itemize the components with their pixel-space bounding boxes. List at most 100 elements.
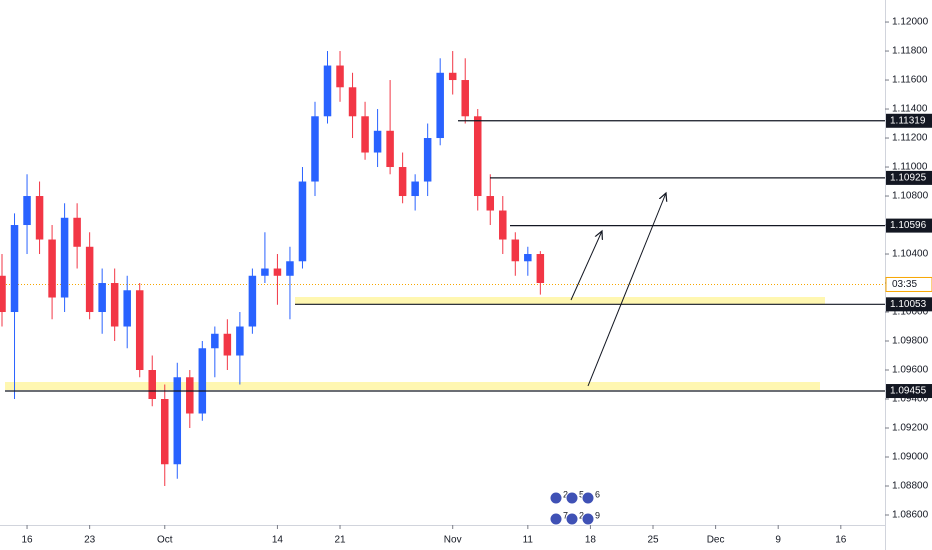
- candle-body: [373, 130, 382, 153]
- x-tick-label: 14: [272, 535, 284, 546]
- event-count: 7: [563, 510, 568, 520]
- event-icon: [565, 491, 579, 505]
- candle-body: [10, 225, 19, 313]
- candle-body: [23, 196, 31, 226]
- y-tick-label: 1.11200: [892, 133, 928, 144]
- event-icon: [581, 491, 595, 505]
- candle-body: [524, 254, 532, 262]
- arrow: [570, 231, 602, 301]
- event-count: 2: [563, 489, 568, 499]
- x-tick-label: 21: [334, 535, 346, 546]
- y-tick-label: 1.11400: [892, 104, 928, 115]
- event-icon: [549, 491, 563, 505]
- x-tick-label: 9: [775, 535, 781, 546]
- y-tick-label: 1.11000: [892, 162, 928, 173]
- y-tick-label: 1.10000: [892, 307, 929, 318]
- y-tick-label: 1.10800: [892, 191, 929, 202]
- candle-body: [98, 283, 106, 313]
- candle-body: [135, 290, 144, 371]
- y-tick-label: 1.11600: [892, 75, 928, 86]
- candle-body: [186, 377, 194, 414]
- y-tick-label: 1.08600: [892, 510, 929, 521]
- level-label-box: [886, 170, 932, 185]
- candle-body: [311, 116, 319, 182]
- candle-body: [473, 116, 482, 197]
- event-icon: [565, 512, 579, 526]
- candle-body: [398, 167, 407, 197]
- candle-body: [248, 275, 257, 327]
- candle-body: [411, 181, 419, 197]
- x-tick-label: Oct: [157, 535, 173, 546]
- level-label: 1.09455: [890, 386, 927, 397]
- candle-body: [223, 333, 232, 356]
- y-tick-label: 1.09800: [892, 336, 929, 347]
- candle-body: [361, 116, 369, 153]
- candle-body: [173, 377, 182, 465]
- x-tick-label: Nov: [444, 535, 462, 546]
- candle-body: [423, 138, 432, 182]
- candle-body: [348, 87, 357, 117]
- candle-body: [85, 246, 94, 313]
- candle-body: [486, 196, 495, 211]
- y-tick-label: 1.12000: [892, 17, 929, 28]
- x-tick-label: 23: [84, 535, 96, 546]
- candle-body: [60, 217, 69, 298]
- candle-body: [148, 370, 156, 400]
- x-tick-label: 11: [523, 535, 534, 546]
- candle-body: [323, 65, 332, 117]
- y-tick-label: 1.10400: [892, 249, 929, 260]
- y-tick-label: 1.09400: [892, 394, 929, 405]
- x-tick-label: 16: [835, 535, 847, 546]
- candle-body: [511, 239, 520, 262]
- candle-body: [448, 72, 457, 81]
- candle-body: [461, 80, 469, 117]
- x-tick-label: Dec: [707, 535, 725, 546]
- candle-body: [161, 399, 169, 465]
- y-tick-label: 1.09000: [892, 452, 929, 463]
- candle-body: [499, 210, 507, 240]
- candle-body: [286, 261, 294, 276]
- y-tick-label: 1.09200: [892, 423, 929, 434]
- candle-body: [536, 254, 545, 284]
- candle-body: [336, 65, 344, 88]
- candle-body: [123, 290, 131, 327]
- level-label-box: [886, 384, 932, 399]
- event-count: 5: [579, 489, 584, 499]
- level-label: 1.10596: [890, 220, 927, 231]
- arrow: [587, 193, 666, 387]
- y-tick-label: 1.09600: [892, 365, 929, 376]
- x-tick-label: 25: [647, 535, 659, 546]
- event-count: 2: [579, 510, 584, 520]
- candle-body: [0, 275, 6, 313]
- event-count: 6: [595, 489, 600, 499]
- y-tick-label: 1.08800: [892, 481, 929, 492]
- candle-body: [198, 348, 207, 414]
- x-tick-label: 18: [585, 535, 597, 546]
- level-label: 1.10053: [890, 299, 927, 310]
- candle-body: [110, 283, 119, 327]
- candle-body: [73, 217, 81, 247]
- candle-body: [35, 196, 44, 240]
- level-label-box: [886, 113, 932, 128]
- event-count: 9: [595, 510, 600, 520]
- y-tick-label: 1.11800: [892, 46, 928, 57]
- candle-body: [261, 268, 269, 276]
- event-icon: [581, 512, 595, 526]
- level-label: 1.10925: [890, 173, 927, 184]
- countdown: 03:35: [892, 279, 917, 290]
- countdown-box: [885, 276, 932, 292]
- level-label-box: [886, 218, 932, 233]
- level-label: 1.11319: [890, 115, 926, 126]
- candle-body: [236, 326, 244, 356]
- support-zone: [295, 297, 825, 304]
- candle-body: [436, 72, 444, 139]
- candle-body: [48, 239, 56, 298]
- candle-body: [273, 268, 282, 276]
- event-icon: [549, 512, 563, 526]
- support-zone: [5, 382, 820, 390]
- candle-body: [298, 181, 307, 262]
- candle-body: [211, 333, 219, 349]
- level-label-box: [886, 297, 932, 312]
- x-tick-label: 16: [21, 535, 33, 546]
